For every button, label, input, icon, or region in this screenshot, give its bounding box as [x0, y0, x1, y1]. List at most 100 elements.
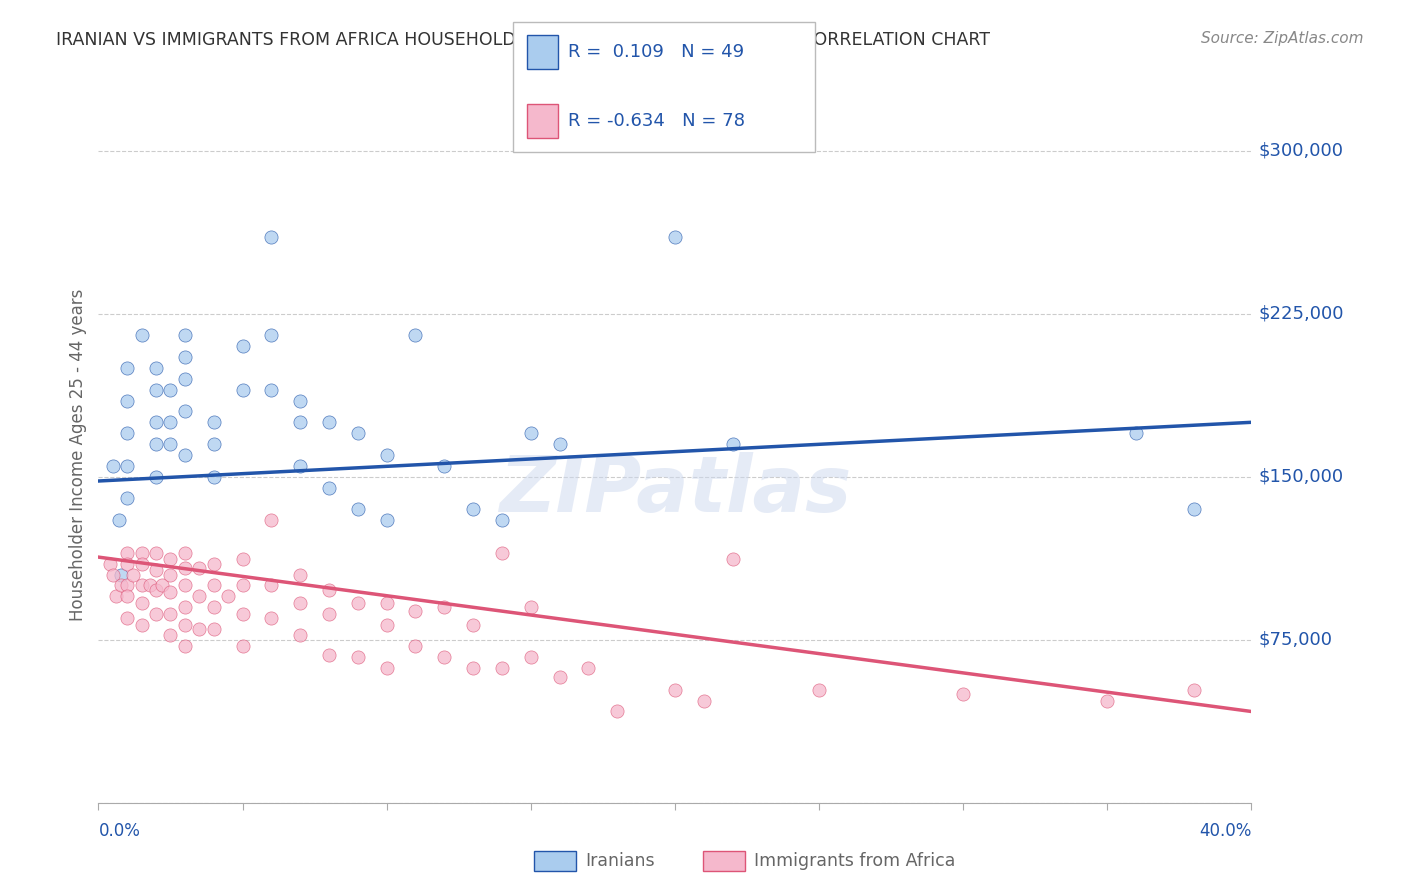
Point [174, 404, 197, 418]
Point [318, 481, 340, 495]
Point [188, 589, 211, 603]
Point [145, 582, 167, 597]
Point [122, 567, 145, 582]
Point [520, 600, 543, 615]
Point [405, 328, 427, 343]
Point [491, 661, 513, 675]
Point [145, 546, 167, 560]
Point [290, 415, 312, 429]
Point [150, 578, 173, 592]
Point [101, 458, 124, 473]
Point [145, 383, 167, 397]
Point [260, 328, 283, 343]
Point [231, 383, 254, 397]
Point [520, 650, 543, 665]
Point [110, 567, 132, 582]
Point [174, 328, 197, 343]
Point [405, 639, 427, 653]
Point [174, 372, 197, 386]
Point [174, 350, 197, 364]
Point [346, 596, 368, 610]
Point [202, 578, 225, 592]
Point [375, 596, 398, 610]
Point [664, 230, 686, 244]
Point [117, 589, 138, 603]
Point [104, 589, 127, 603]
Point [1182, 502, 1205, 516]
Point [491, 546, 513, 560]
Point [807, 682, 830, 697]
Point [548, 670, 571, 684]
Point [174, 448, 197, 462]
Point [117, 557, 138, 571]
Point [461, 661, 484, 675]
Point [1182, 682, 1205, 697]
Point [159, 567, 181, 582]
Point [260, 611, 283, 625]
Text: $150,000: $150,000 [1258, 467, 1344, 485]
Point [145, 563, 167, 577]
Point [202, 415, 225, 429]
Point [131, 617, 153, 632]
Text: $75,000: $75,000 [1258, 631, 1333, 648]
Point [131, 557, 153, 571]
Point [188, 622, 211, 636]
Point [131, 546, 153, 560]
Point [174, 600, 197, 615]
Point [174, 639, 197, 653]
Point [202, 600, 225, 615]
Point [260, 230, 283, 244]
Point [159, 437, 181, 451]
Point [117, 491, 138, 506]
Point [375, 661, 398, 675]
Text: Iranians: Iranians [585, 852, 655, 870]
Point [693, 693, 716, 707]
Point [159, 383, 181, 397]
Point [318, 607, 340, 621]
Point [231, 552, 254, 566]
Point [139, 578, 162, 592]
Point [202, 469, 225, 483]
Point [260, 578, 283, 592]
Point [107, 513, 129, 527]
Point [290, 458, 312, 473]
Point [405, 605, 427, 619]
Point [231, 339, 254, 353]
Text: ZIPatlas: ZIPatlas [499, 451, 851, 528]
Point [433, 600, 456, 615]
Point [145, 437, 167, 451]
Point [346, 426, 368, 441]
Point [346, 502, 368, 516]
Point [721, 552, 744, 566]
Point [318, 582, 340, 597]
Point [260, 383, 283, 397]
Point [461, 617, 484, 632]
Point [721, 437, 744, 451]
Point [159, 552, 181, 566]
Text: $300,000: $300,000 [1258, 142, 1343, 160]
Point [375, 617, 398, 632]
Point [202, 557, 225, 571]
Point [231, 639, 254, 653]
Point [174, 561, 197, 575]
Point [318, 415, 340, 429]
Point [117, 546, 138, 560]
Point [145, 361, 167, 376]
Point [290, 596, 312, 610]
Point [290, 393, 312, 408]
Point [117, 611, 138, 625]
Text: Source: ZipAtlas.com: Source: ZipAtlas.com [1201, 31, 1364, 46]
Point [98, 557, 121, 571]
Point [578, 661, 600, 675]
Point [145, 607, 167, 621]
Point [606, 705, 628, 719]
Point [231, 578, 254, 592]
Point [159, 585, 181, 599]
Point [174, 546, 197, 560]
Point [117, 458, 138, 473]
Point [174, 617, 197, 632]
Point [461, 502, 484, 516]
Point [159, 415, 181, 429]
Point [131, 596, 153, 610]
Point [202, 622, 225, 636]
